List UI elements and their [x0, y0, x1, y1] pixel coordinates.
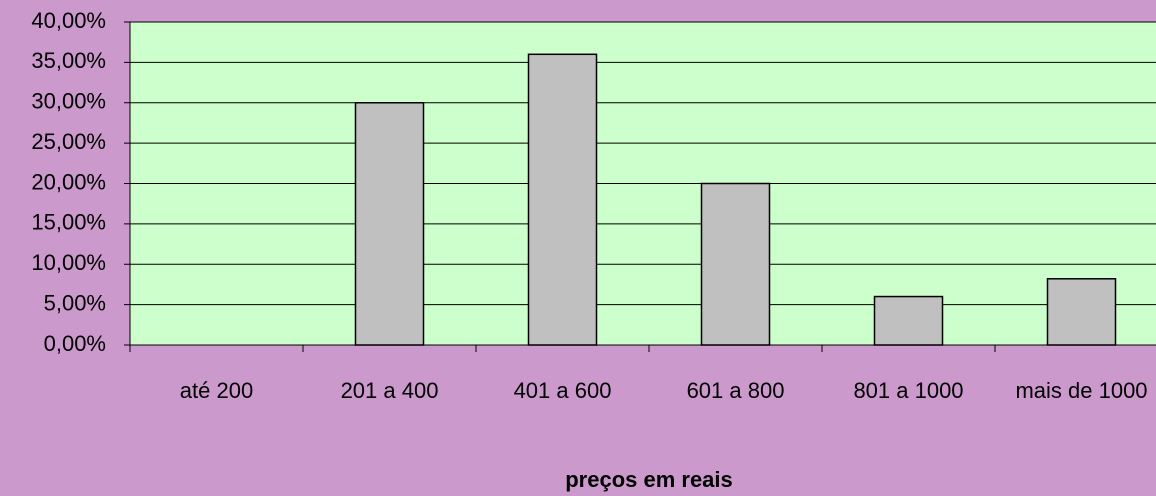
bar [873, 295, 944, 346]
x-tick-label: até 200 [179, 378, 254, 403]
y-tick-label: 5,00% [44, 290, 106, 315]
y-tick-label: 20,00% [31, 169, 106, 194]
bar [354, 102, 425, 346]
y-tick-label: 35,00% [31, 48, 106, 73]
y-tick-label: 10,00% [31, 250, 106, 275]
y-tick-label: 15,00% [31, 210, 106, 235]
bar [700, 182, 771, 346]
y-tick-label: 40,00% [31, 8, 106, 33]
y-tick-label: 25,00% [31, 129, 106, 154]
x-tick-label: 601 a 800 [686, 378, 785, 403]
bar [1046, 278, 1117, 346]
bar [527, 53, 598, 346]
y-tick-label: 30,00% [31, 89, 106, 114]
x-tick-label: 201 a 400 [340, 378, 439, 403]
x-tick-label: mais de 1000 [1015, 378, 1148, 403]
y-tick-label: 0,00% [44, 331, 106, 356]
x-tick-label: 401 a 600 [513, 378, 612, 403]
x-axis-label: preços em reais [565, 467, 733, 492]
x-tick-label: 801 a 1000 [853, 378, 964, 403]
